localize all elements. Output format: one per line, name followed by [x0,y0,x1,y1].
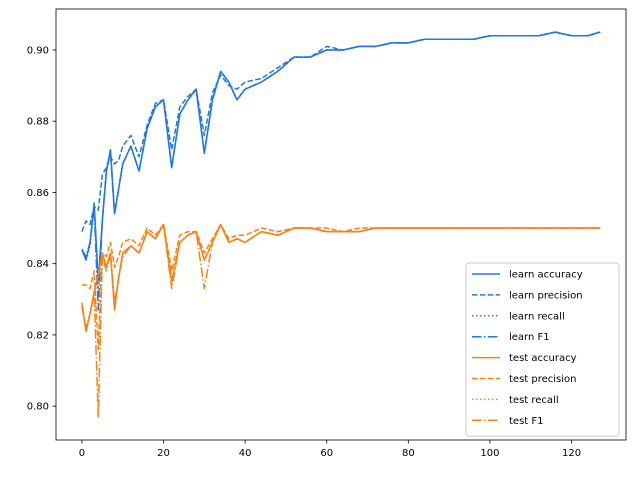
x-tick-label: 0 [79,448,85,459]
plot-area [81,31,601,418]
x-tick-label: 120 [562,448,581,459]
legend-label: test F1 [509,416,544,427]
y-tick-label: 0.90 [27,45,49,56]
axes-frame [55,8,627,441]
legend-label: learn accuracy [509,270,583,281]
y-tick-label: 0.86 [27,188,49,199]
x-tick-label: 60 [320,448,333,459]
legend-label: test precision [509,374,577,385]
y-tick-label: 0.82 [27,330,49,341]
legend-box [465,262,620,437]
x-tick-label: 20 [157,448,170,459]
x-tick-label: 80 [402,448,415,459]
series-line-learn-f1 [81,31,601,311]
series-line-learn-accuracy [81,31,601,283]
series-line-test-f1 [81,223,601,418]
legend-label: test accuracy [509,353,577,364]
y-axis: 0.80 0.82 0.84 0.86 0.88 0.90 [27,45,56,413]
y-tick-label: 0.84 [27,259,49,270]
legend-label: learn F1 [509,332,550,343]
legend-label: learn precision [509,290,583,301]
x-axis: 0 20 40 60 80 100 120 [79,440,581,459]
series-line-learn-precision [81,31,601,232]
y-tick-label: 0.88 [27,117,49,128]
y-tick-label: 0.80 [27,402,49,413]
legend-label: test recall [509,395,559,406]
x-tick-label: 40 [239,448,252,459]
legend: learn accuracy learn precision learn recal… [465,262,620,437]
x-tick-label: 100 [480,448,499,459]
series-line-learn-recall [81,31,601,290]
legend-label: learn recall [509,311,565,322]
